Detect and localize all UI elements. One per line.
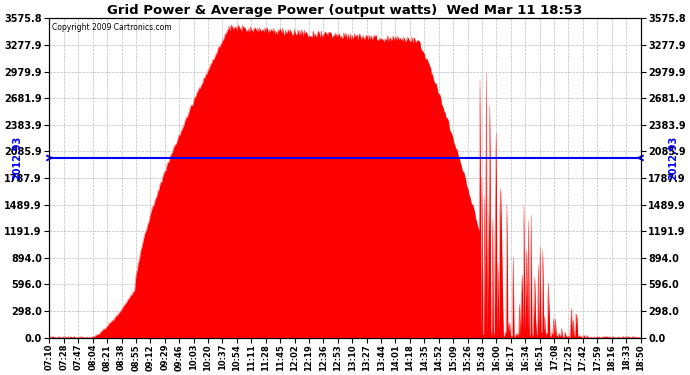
Text: 2012.93: 2012.93 [12,136,22,180]
Title: Grid Power & Average Power (output watts)  Wed Mar 11 18:53: Grid Power & Average Power (output watts… [108,4,582,17]
Text: 2012.93: 2012.93 [668,136,678,180]
Text: Copyright 2009 Cartronics.com: Copyright 2009 Cartronics.com [52,23,172,32]
